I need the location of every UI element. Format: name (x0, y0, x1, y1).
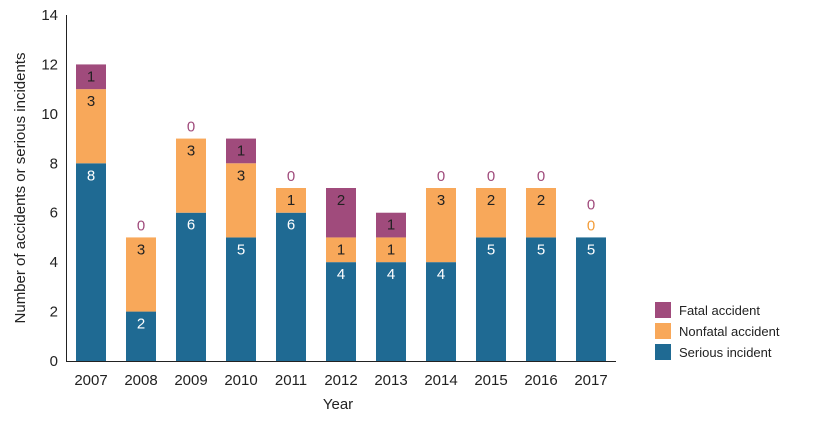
bar-segment (526, 237, 556, 361)
data-label: 3 (137, 241, 145, 258)
data-label: 8 (87, 167, 95, 184)
data-label: 2 (337, 192, 345, 209)
y-tick-label: 14 (41, 7, 58, 24)
legend-label: Fatal accident (679, 303, 760, 318)
data-label: 2 (487, 192, 495, 209)
legend-swatch (655, 344, 671, 360)
y-tick-label: 12 (41, 56, 58, 73)
bar-segment (126, 237, 156, 312)
legend: Fatal accident Nonfatal accident Serious i… (655, 302, 780, 360)
legend-label: Serious incident (679, 345, 772, 360)
x-tick-label: 2017 (574, 372, 607, 389)
data-label: 1 (337, 241, 345, 258)
data-label: 5 (487, 241, 495, 258)
x-tick-label: 2011 (275, 372, 307, 389)
bar-segment (576, 237, 606, 361)
data-labels-group: 8 3 1 2 3 0 6 3 0 5 3 1 6 1 0 4 1 2 4 1 1 4 3 0 5 2 0 5 2 0 5 0 0 (87, 68, 595, 332)
y-axis-ticks: 0 2 4 6 8 10 12 14 (41, 7, 58, 370)
x-tick-label: 2007 (74, 372, 107, 389)
zero-data-label: 0 (537, 168, 545, 185)
data-label: 1 (87, 68, 95, 85)
data-label: 2 (137, 316, 145, 333)
x-tick-label: 2009 (174, 372, 207, 389)
bar-segment (526, 188, 556, 238)
bar-segment (276, 188, 306, 213)
y-tick-label: 10 (41, 106, 58, 123)
y-tick-label: 0 (50, 353, 58, 370)
bar-segment (76, 89, 106, 164)
x-axis-ticks: 2007 2008 2009 2010 2011 2012 2013 2014 2015 2016… (74, 372, 607, 389)
data-label: 1 (237, 143, 245, 160)
bar-segment (476, 188, 506, 238)
x-axis-title: Year (323, 396, 353, 413)
data-label: 1 (387, 241, 395, 258)
data-label: 6 (187, 217, 195, 234)
bar-segment (226, 138, 256, 164)
zero-data-label: 0 (287, 168, 295, 185)
bar-segment (176, 138, 206, 213)
legend-label: Nonfatal accident (679, 324, 780, 339)
data-label: 4 (337, 266, 345, 283)
x-tick-label: 2014 (424, 372, 457, 389)
data-label: 5 (537, 241, 545, 258)
data-label: 3 (237, 167, 245, 184)
bar-segment (326, 237, 356, 263)
y-tick-label: 2 (50, 304, 58, 321)
bar-segment (426, 262, 456, 361)
zero-data-label: 0 (187, 119, 195, 136)
data-label: 3 (437, 192, 445, 209)
data-label: 1 (387, 217, 395, 234)
x-tick-label: 2015 (474, 372, 507, 389)
bar-segment (276, 212, 306, 361)
bar-segment (226, 237, 256, 361)
bar-segment (176, 212, 206, 361)
y-axis-title: Number of accidents or serious incidents (12, 53, 29, 324)
bar-segment (476, 237, 506, 361)
x-tick-label: 2008 (124, 372, 157, 389)
bar-segment (426, 188, 456, 263)
y-tick-label: 4 (50, 254, 58, 271)
bar-segment (326, 188, 356, 238)
data-label: 5 (587, 241, 595, 258)
data-label: 2 (537, 192, 545, 209)
bar-segment (76, 163, 106, 361)
bar-segment (226, 163, 256, 238)
data-label: 5 (237, 241, 245, 258)
data-label: 4 (387, 266, 395, 283)
zero-data-label: 0 (587, 217, 595, 234)
x-tick-label: 2012 (324, 372, 357, 389)
data-label: 3 (87, 93, 95, 110)
data-label: 1 (287, 192, 295, 209)
bar-segment (126, 311, 156, 361)
bar-segment (76, 64, 106, 90)
legend-swatch (655, 302, 671, 318)
zero-data-label: 0 (587, 196, 595, 213)
zero-data-label: 0 (487, 168, 495, 185)
bar-segment (326, 262, 356, 361)
y-tick-label: 6 (50, 205, 58, 222)
zero-data-label: 0 (137, 217, 145, 234)
legend-swatch (655, 323, 671, 339)
bar-segment (376, 237, 406, 263)
bar-segment (376, 262, 406, 361)
data-label: 4 (437, 266, 445, 283)
zero-data-label: 0 (437, 168, 445, 185)
y-tick-label: 8 (50, 155, 58, 172)
x-tick-label: 2013 (374, 372, 407, 389)
x-tick-label: 2010 (224, 372, 257, 389)
data-label: 6 (287, 217, 295, 234)
bars-group (76, 64, 606, 361)
x-tick-label: 2016 (524, 372, 557, 389)
data-label: 3 (187, 143, 195, 160)
bar-segment (376, 212, 406, 238)
